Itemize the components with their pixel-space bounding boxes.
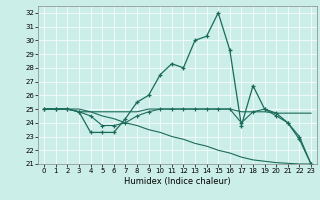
X-axis label: Humidex (Indice chaleur): Humidex (Indice chaleur) — [124, 177, 231, 186]
